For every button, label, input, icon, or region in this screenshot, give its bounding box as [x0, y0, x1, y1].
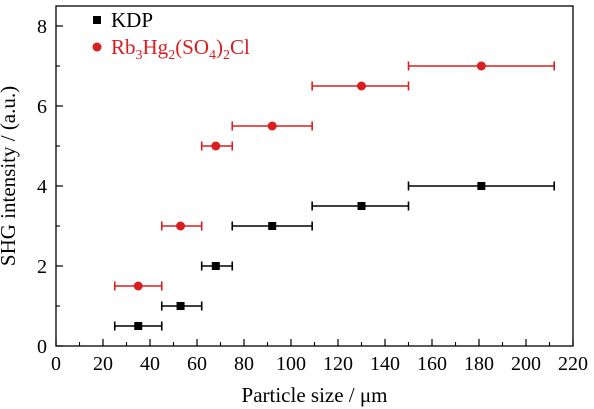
data-point-circle — [357, 81, 366, 91]
data-point-circle — [176, 221, 186, 231]
data-point-circle — [476, 61, 486, 71]
x-tick-label: 200 — [511, 353, 541, 375]
data-point-circle — [133, 281, 143, 291]
y-tick-label: 6 — [37, 96, 47, 118]
y-tick-label: 0 — [37, 336, 47, 358]
x-tick-label: 140 — [370, 353, 400, 375]
legend-marker-square — [93, 16, 101, 24]
legend-label-part: 3 — [136, 48, 143, 63]
data-point-circle — [211, 141, 221, 151]
x-tick-label: 180 — [464, 353, 494, 375]
legend-label-part: Hg — [143, 35, 169, 59]
y-tick-label: 2 — [37, 256, 47, 278]
x-tick-label: 220 — [558, 353, 588, 375]
x-tick-label: 80 — [234, 353, 254, 375]
x-tick-label: 60 — [187, 353, 207, 375]
legend-marker-circle — [92, 42, 102, 52]
x-tick-label: 40 — [140, 353, 160, 375]
x-tick-label: 120 — [323, 353, 353, 375]
data-point-square — [211, 262, 220, 270]
y-axis-label: SHG intensity / (a.u.) — [0, 86, 20, 266]
y-tick-label: 8 — [37, 16, 47, 38]
data-point-circle — [267, 121, 277, 131]
x-tick-label: 0 — [51, 353, 61, 375]
y-tick-label: 4 — [37, 176, 47, 198]
legend-label: KDP — [111, 8, 153, 32]
legend-label-part: 2 — [223, 48, 230, 63]
data-point-square — [357, 202, 366, 210]
data-point-square — [176, 302, 185, 310]
series-kdp — [113, 181, 556, 331]
data-point-square — [477, 182, 486, 190]
legend-label-part: 4 — [209, 48, 216, 63]
legend-label: Rb3Hg2(SO4)2Cl — [111, 35, 250, 63]
x-tick-label: 20 — [93, 353, 113, 375]
legend-label-part: ) — [216, 35, 223, 59]
x-axis-label: Particle size / μm — [242, 383, 388, 407]
legend-label-part: Rb — [111, 35, 136, 59]
series-rb3hg2so42cl — [113, 61, 556, 291]
legend-label-part: (SO — [175, 35, 209, 59]
x-tick-label: 100 — [276, 353, 306, 375]
legend-label-part: Cl — [230, 35, 250, 59]
x-tick-label: 160 — [417, 353, 447, 375]
data-marks — [113, 61, 556, 331]
data-point-square — [268, 222, 277, 230]
legend-label-part: 2 — [168, 48, 175, 63]
data-point-square — [134, 322, 143, 330]
axis-ticks — [55, 25, 574, 347]
